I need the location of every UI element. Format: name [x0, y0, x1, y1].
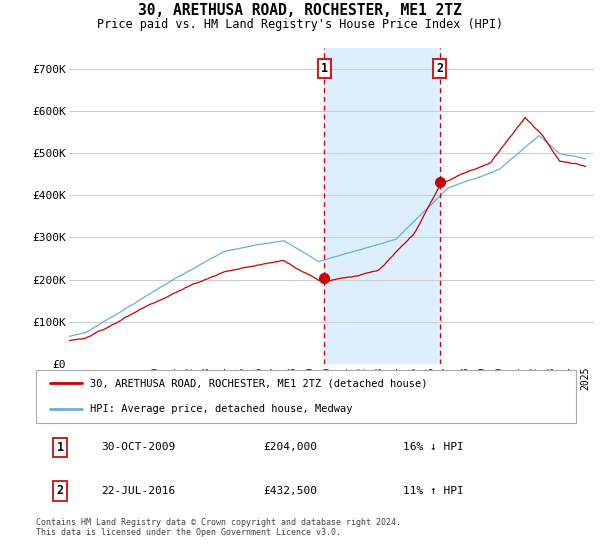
Text: 30, ARETHUSA ROAD, ROCHESTER, ME1 2TZ (detached house): 30, ARETHUSA ROAD, ROCHESTER, ME1 2TZ (d…: [90, 379, 427, 389]
Text: Contains HM Land Registry data © Crown copyright and database right 2024.
This d: Contains HM Land Registry data © Crown c…: [36, 518, 401, 538]
Text: 2: 2: [57, 484, 64, 497]
Text: 16% ↓ HPI: 16% ↓ HPI: [403, 442, 464, 452]
Text: Price paid vs. HM Land Registry's House Price Index (HPI): Price paid vs. HM Land Registry's House …: [97, 18, 503, 31]
Text: 1: 1: [321, 62, 328, 75]
Text: HPI: Average price, detached house, Medway: HPI: Average price, detached house, Medw…: [90, 404, 353, 414]
FancyBboxPatch shape: [36, 370, 576, 423]
Text: 2: 2: [436, 62, 443, 75]
Text: 30, ARETHUSA ROAD, ROCHESTER, ME1 2TZ: 30, ARETHUSA ROAD, ROCHESTER, ME1 2TZ: [138, 3, 462, 18]
Text: 11% ↑ HPI: 11% ↑ HPI: [403, 486, 464, 496]
Text: 22-JUL-2016: 22-JUL-2016: [101, 486, 175, 496]
Bar: [324, 48, 440, 364]
Text: £204,000: £204,000: [263, 442, 317, 452]
Text: 30-OCT-2009: 30-OCT-2009: [101, 442, 175, 452]
Text: 1: 1: [57, 441, 64, 454]
Text: £432,500: £432,500: [263, 486, 317, 496]
